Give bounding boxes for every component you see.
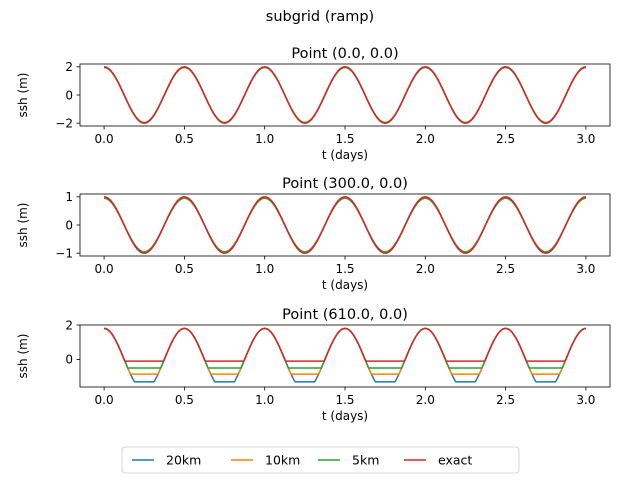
- series-line-exact: [103, 66, 587, 124]
- x-tick-label: 1.0: [255, 393, 274, 407]
- x-tick-label: 2.0: [416, 132, 435, 146]
- y-axis-label: ssh (m): [16, 334, 30, 379]
- y-tick-label: −2: [55, 116, 73, 130]
- y-axis-label: ssh (m): [16, 203, 30, 248]
- figure-suptitle: subgrid (ramp): [266, 9, 374, 25]
- axes-frame: [79, 324, 611, 388]
- x-tick-label: 1.5: [335, 393, 354, 407]
- series-line-20km: [103, 66, 587, 124]
- y-axis-label: ssh (m): [16, 73, 30, 118]
- x-tick-label: 2.0: [416, 262, 435, 276]
- panels: Point (0.0, 0.0) 0.0 0.5 1.0 1.5 2.0 2.5 3.0 −2 0…: [16, 46, 611, 423]
- x-axis-label: t (days): [322, 148, 368, 162]
- y-tick-label: 0: [65, 218, 73, 232]
- y-tick-label: 2: [65, 60, 73, 74]
- x-tick-label: 3.0: [576, 262, 595, 276]
- panel-1: Point (0.0, 0.0) 0.0 0.5 1.0 1.5 2.0 2.5 3.0 −2 0…: [16, 46, 611, 162]
- y-tick-label: 0: [65, 353, 73, 367]
- series-line-20km: [103, 197, 587, 253]
- x-tick-label: 0.5: [175, 393, 194, 407]
- series-line-5km: [103, 66, 587, 124]
- x-tick-label: 1.0: [255, 132, 274, 146]
- y-tick-label: 2: [65, 318, 73, 332]
- x-tick-label: 0.0: [95, 262, 114, 276]
- panel-title: Point (300.0, 0.0): [282, 176, 408, 192]
- legend-label-5km: 5km: [352, 453, 379, 468]
- series-line-exact: [103, 196, 587, 254]
- series-line-10km: [103, 197, 587, 253]
- x-tick-label: 2.5: [496, 132, 515, 146]
- series-line-exact: [103, 327, 587, 362]
- legend-label-10km: 10km: [265, 453, 300, 468]
- x-tick-label: 1.5: [335, 262, 354, 276]
- x-axis-label: t (days): [322, 409, 368, 423]
- panel-2: Point (300.0, 0.0) 0.0 0.5 1.0 1.5 2.0 2.5 3.0 −…: [16, 176, 611, 292]
- x-tick-label: 3.0: [576, 132, 595, 146]
- y-tick-label: 1: [65, 190, 73, 204]
- y-tick-label: −1: [55, 246, 73, 260]
- y-tick-label: 0: [65, 88, 73, 102]
- x-tick-label: 3.0: [576, 393, 595, 407]
- x-tick-label: 2.5: [496, 393, 515, 407]
- legend-label-exact: exact: [438, 453, 472, 468]
- legend: 20km 10km 5km exact: [121, 446, 520, 474]
- axes-frame: [79, 63, 611, 127]
- x-tick-label: 0.5: [175, 132, 194, 146]
- x-tick-label: 1.0: [255, 262, 274, 276]
- panel-title: Point (610.0, 0.0): [282, 307, 408, 323]
- panel-title: Point (0.0, 0.0): [291, 46, 398, 62]
- series-line-10km: [103, 66, 587, 124]
- panel-3: Point (610.0, 0.0) 0.0 0.5 1.0 1.5 2.0 2.5 3.0 0…: [16, 307, 611, 423]
- x-tick-label: 1.5: [335, 132, 354, 146]
- x-tick-label: 2.0: [416, 393, 435, 407]
- axes-frame: [79, 193, 611, 257]
- x-tick-label: 2.5: [496, 262, 515, 276]
- x-tick-label: 0.0: [95, 132, 114, 146]
- x-axis-label: t (days): [322, 278, 368, 292]
- x-tick-label: 0.0: [95, 393, 114, 407]
- legend-label-20km: 20km: [166, 453, 201, 468]
- x-tick-label: 0.5: [175, 262, 194, 276]
- series-line-5km: [103, 197, 587, 253]
- series-line-20km: [103, 327, 587, 383]
